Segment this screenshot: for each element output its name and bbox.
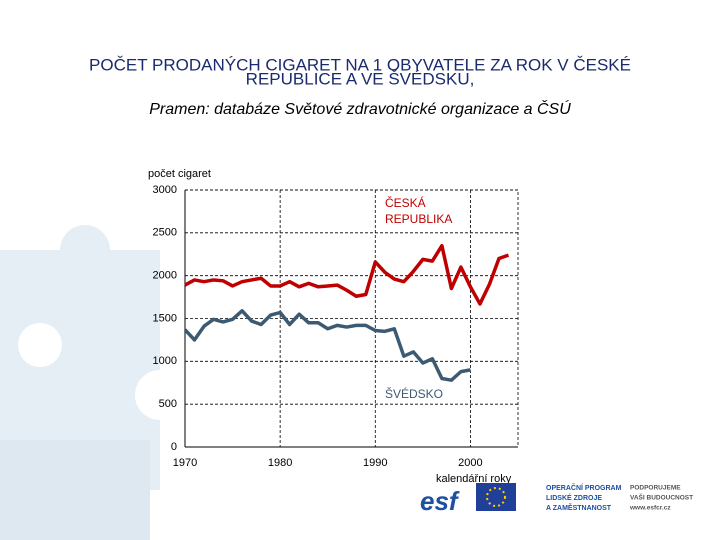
slogan-line: www.esfcr.cz xyxy=(629,505,671,512)
eu-flag xyxy=(476,483,516,511)
subtitle: Pramen: databáze Světové zdravotnické or… xyxy=(149,99,571,118)
y-axis-label: počet cigaret xyxy=(148,168,211,180)
x-tick-label: 1970 xyxy=(173,457,197,469)
eu-stars xyxy=(486,487,506,507)
slogan-line: PODPORUJEME xyxy=(630,485,681,492)
y-tick-label: 3000 xyxy=(153,184,177,196)
x-tick-label: 2000 xyxy=(458,457,482,469)
plot: 0 500 1000 1500 2000 2500 3000 1970 1980 1990 2000… xyxy=(153,184,519,469)
series-label: ČESKÁ xyxy=(385,195,426,210)
y-tick-label: 2500 xyxy=(153,227,177,239)
title: POČET PRODANÝCH CIGARET NA 1 OBYVATELE Z… xyxy=(89,55,631,88)
y-tick-label: 0 xyxy=(171,441,177,453)
y-tick-label: 1500 xyxy=(153,312,177,324)
series-line xyxy=(184,243,510,306)
background-puzzle xyxy=(0,225,160,540)
y-tick-label: 500 xyxy=(159,398,177,410)
x-tick-label: 1990 xyxy=(363,457,387,469)
esf-logo: esf xyxy=(420,486,460,516)
y-tick-label: 1000 xyxy=(153,355,177,367)
title-line: POČET PRODANÝCH CIGARET NA 1 OBYVATELE Z… xyxy=(89,55,631,74)
program-line: LIDSKÉ ZDROJE xyxy=(546,493,602,502)
series-label: ŠVÉDSKO xyxy=(385,386,443,401)
program-line: OPERAČNÍ PROGRAM xyxy=(546,483,622,492)
y-tick-label: 2000 xyxy=(153,270,177,282)
series-line xyxy=(183,309,471,382)
slogan-line: VAŠI BUDOUCNOST xyxy=(630,493,693,502)
x-axis-label: kalendářní roky xyxy=(436,473,512,485)
program-line: A ZAMĚSTNANOST xyxy=(546,503,612,512)
x-tick-label: 1980 xyxy=(268,457,292,469)
esf-logo-box xyxy=(418,482,468,516)
series-label: REPUBLIKA xyxy=(385,212,452,226)
title-line: REPUBLICE A VE ŠVÉDSKU, xyxy=(246,69,475,88)
